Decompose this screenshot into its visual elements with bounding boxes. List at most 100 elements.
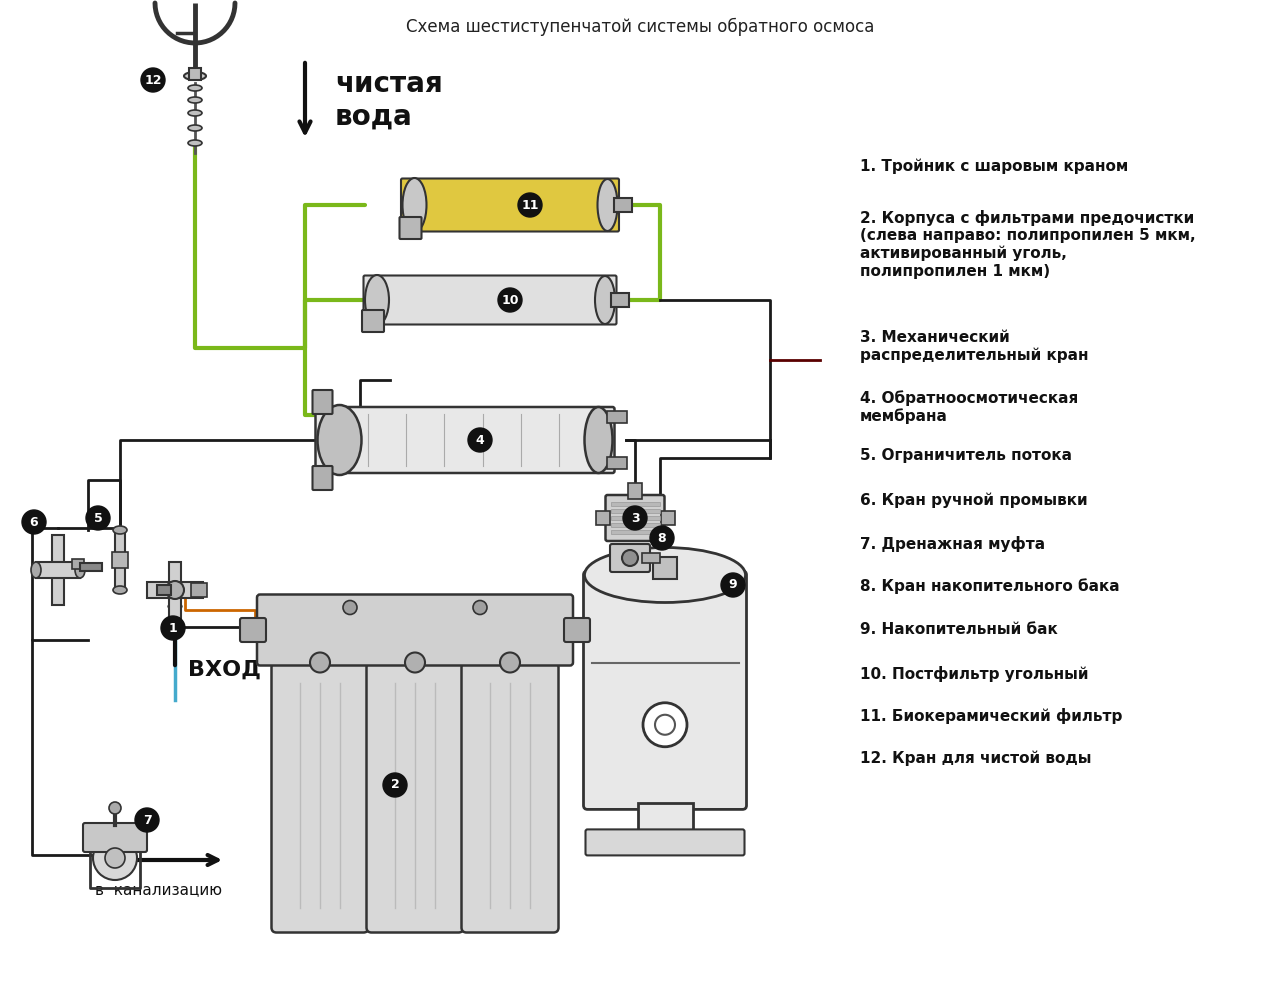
Text: 3. Механический
распределительный кран: 3. Механический распределительный кран <box>860 330 1088 363</box>
Text: 5: 5 <box>93 512 102 525</box>
Bar <box>147 582 204 598</box>
Text: ВХОД: ВХОД <box>188 660 261 680</box>
Bar <box>611 516 659 520</box>
Text: чистая
вода: чистая вода <box>335 70 443 131</box>
Text: 3: 3 <box>631 512 639 525</box>
FancyBboxPatch shape <box>362 310 384 332</box>
FancyBboxPatch shape <box>462 663 558 932</box>
Text: 12. Кран для чистой воды: 12. Кран для чистой воды <box>860 750 1092 765</box>
Bar <box>595 511 609 525</box>
Text: в  канализацию: в канализацию <box>95 882 221 897</box>
Bar <box>611 293 628 307</box>
Ellipse shape <box>31 562 41 578</box>
Ellipse shape <box>598 179 617 231</box>
Text: 11: 11 <box>521 199 539 212</box>
Bar <box>660 511 675 525</box>
Text: 2: 2 <box>390 778 399 791</box>
Text: 6: 6 <box>29 516 38 529</box>
Bar <box>611 509 659 513</box>
Circle shape <box>109 802 122 814</box>
Ellipse shape <box>317 405 361 475</box>
FancyBboxPatch shape <box>399 217 421 239</box>
Ellipse shape <box>113 526 127 534</box>
Circle shape <box>134 808 159 832</box>
Circle shape <box>161 616 186 640</box>
FancyBboxPatch shape <box>241 618 266 642</box>
Bar <box>72 559 84 569</box>
FancyBboxPatch shape <box>366 663 463 932</box>
Text: 9: 9 <box>728 579 737 592</box>
FancyBboxPatch shape <box>611 544 650 572</box>
Bar <box>169 562 180 618</box>
FancyBboxPatch shape <box>364 275 617 324</box>
Text: 11. Биокерамический фильтр: 11. Биокерамический фильтр <box>860 708 1123 724</box>
FancyBboxPatch shape <box>315 407 614 473</box>
Bar <box>611 530 659 534</box>
Ellipse shape <box>188 140 202 146</box>
Bar <box>607 411 626 423</box>
Bar <box>613 198 631 212</box>
Bar <box>157 585 172 595</box>
Text: 1: 1 <box>169 622 178 635</box>
Ellipse shape <box>76 562 84 578</box>
Text: 10: 10 <box>502 293 518 306</box>
Circle shape <box>474 601 486 615</box>
Bar <box>628 483 643 499</box>
Text: 5. Ограничитель потока: 5. Ограничитель потока <box>860 448 1073 463</box>
FancyBboxPatch shape <box>605 495 664 541</box>
FancyBboxPatch shape <box>312 390 333 414</box>
Circle shape <box>166 581 184 599</box>
FancyBboxPatch shape <box>564 618 590 642</box>
Circle shape <box>86 506 110 530</box>
Circle shape <box>105 848 125 868</box>
Text: 1. Тройник с шаровым краном: 1. Тройник с шаровым краном <box>860 158 1128 174</box>
Bar <box>79 563 102 571</box>
Circle shape <box>93 836 137 880</box>
Bar <box>113 552 128 568</box>
Bar <box>607 457 626 469</box>
Circle shape <box>500 653 520 673</box>
Bar <box>115 530 125 590</box>
Circle shape <box>650 526 675 550</box>
FancyBboxPatch shape <box>584 571 746 809</box>
Text: 8. Кран накопительного бака: 8. Кран накопительного бака <box>860 578 1120 594</box>
Ellipse shape <box>585 407 613 473</box>
Circle shape <box>655 715 675 735</box>
FancyBboxPatch shape <box>271 663 369 932</box>
Circle shape <box>343 601 357 615</box>
Ellipse shape <box>113 586 127 594</box>
Text: 7. Дренажная муфта: 7. Дренажная муфта <box>860 536 1046 552</box>
FancyBboxPatch shape <box>585 829 745 855</box>
Ellipse shape <box>585 548 745 603</box>
Ellipse shape <box>184 72 206 80</box>
Bar <box>36 562 79 578</box>
Text: 8: 8 <box>658 532 667 545</box>
Text: 10. Постфильтр угольный: 10. Постфильтр угольный <box>860 666 1088 682</box>
Circle shape <box>623 506 646 530</box>
Text: 4. Обратноосмотическая
мембрана: 4. Обратноосмотическая мембрана <box>860 390 1078 424</box>
Bar <box>637 803 692 833</box>
Bar <box>611 502 659 506</box>
FancyBboxPatch shape <box>257 595 573 666</box>
Text: 2. Корпуса с фильтрами предочистки
(слева направо: полипропилен 5 мкм,
активиров: 2. Корпуса с фильтрами предочистки (слев… <box>860 210 1196 278</box>
Bar <box>189 68 201 80</box>
Ellipse shape <box>188 125 202 131</box>
Circle shape <box>22 510 46 534</box>
Bar <box>643 553 660 563</box>
Text: Схема шестиступенчатой системы обратного осмоса: Схема шестиступенчатой системы обратного… <box>406 18 874 36</box>
FancyBboxPatch shape <box>401 179 620 232</box>
Circle shape <box>310 653 330 673</box>
Circle shape <box>622 550 637 566</box>
Text: 6. Кран ручной промывки: 6. Кран ручной промывки <box>860 492 1088 508</box>
Text: 12: 12 <box>145 74 161 87</box>
Bar <box>52 535 64 605</box>
Bar <box>611 523 659 527</box>
Ellipse shape <box>365 275 389 325</box>
Circle shape <box>518 193 541 217</box>
Text: 7: 7 <box>142 813 151 826</box>
Ellipse shape <box>188 110 202 116</box>
Ellipse shape <box>188 85 202 91</box>
Bar <box>191 583 207 597</box>
FancyBboxPatch shape <box>312 466 333 490</box>
FancyBboxPatch shape <box>83 823 147 852</box>
